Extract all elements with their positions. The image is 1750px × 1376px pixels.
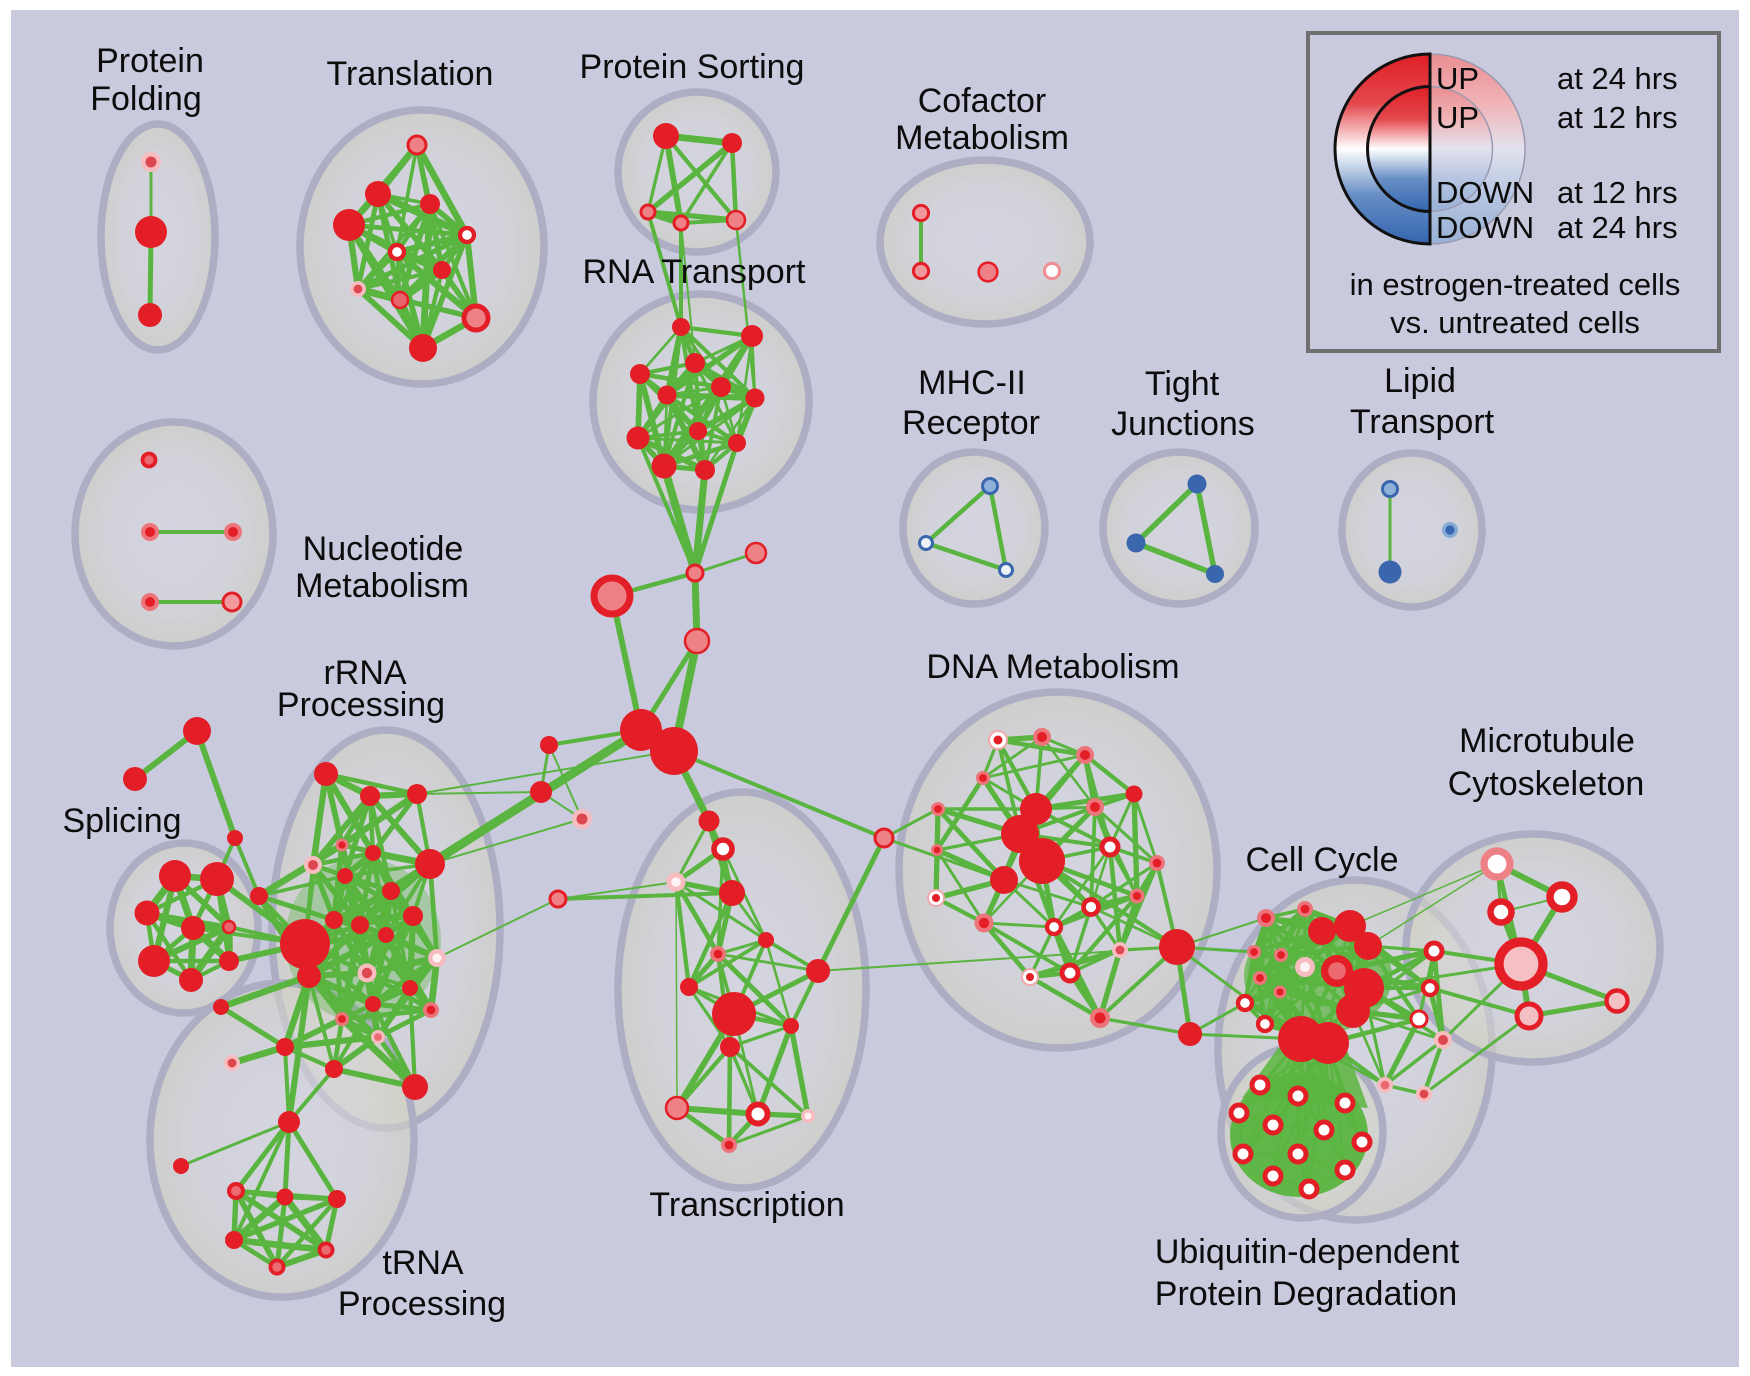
svg-text:DNA Metabolism: DNA Metabolism: [926, 648, 1179, 686]
svg-text:Transcription: Transcription: [649, 1186, 844, 1224]
svg-text:RNA Transport: RNA Transport: [583, 253, 807, 291]
svg-text:Protein: Protein: [96, 42, 204, 80]
svg-text:vs. untreated cells: vs. untreated cells: [1390, 305, 1640, 340]
svg-text:UP: UP: [1436, 100, 1479, 135]
svg-text:Protein Sorting: Protein Sorting: [580, 48, 805, 86]
svg-text:rRNA: rRNA: [323, 654, 406, 692]
svg-text:Cofactor: Cofactor: [918, 82, 1047, 120]
svg-text:in estrogen-treated cells: in estrogen-treated cells: [1350, 267, 1681, 302]
svg-text:DOWN: DOWN: [1436, 210, 1534, 245]
svg-text:at 24 hrs: at 24 hrs: [1557, 210, 1678, 245]
svg-text:Splicing: Splicing: [62, 802, 181, 840]
svg-text:Translation: Translation: [327, 55, 494, 93]
svg-text:Lipid: Lipid: [1384, 362, 1456, 400]
svg-text:Processing: Processing: [338, 1285, 506, 1323]
svg-text:Junctions: Junctions: [1111, 405, 1255, 443]
svg-text:Metabolism: Metabolism: [895, 119, 1069, 157]
svg-text:Processing: Processing: [277, 686, 445, 724]
svg-text:tRNA: tRNA: [382, 1244, 464, 1282]
svg-text:MHC-II: MHC-II: [918, 364, 1026, 402]
svg-text:Microtubule: Microtubule: [1459, 722, 1635, 760]
svg-text:Protein Degradation: Protein Degradation: [1155, 1275, 1457, 1313]
svg-text:Transport: Transport: [1350, 403, 1495, 441]
svg-text:at 24 hrs: at 24 hrs: [1557, 61, 1678, 96]
svg-text:at 12 hrs: at 12 hrs: [1557, 175, 1678, 210]
svg-text:Cell Cycle: Cell Cycle: [1245, 841, 1398, 879]
svg-text:Ubiquitin-dependent: Ubiquitin-dependent: [1155, 1233, 1460, 1271]
svg-text:at 12 hrs: at 12 hrs: [1557, 100, 1678, 135]
svg-text:Tight: Tight: [1145, 365, 1220, 403]
svg-text:UP: UP: [1436, 61, 1479, 96]
svg-text:Receptor: Receptor: [902, 404, 1040, 442]
svg-text:DOWN: DOWN: [1436, 175, 1534, 210]
svg-text:Metabolism: Metabolism: [295, 567, 469, 605]
svg-text:Folding: Folding: [90, 80, 202, 118]
svg-text:Nucleotide: Nucleotide: [303, 530, 464, 568]
svg-text:Cytoskeleton: Cytoskeleton: [1448, 765, 1645, 803]
